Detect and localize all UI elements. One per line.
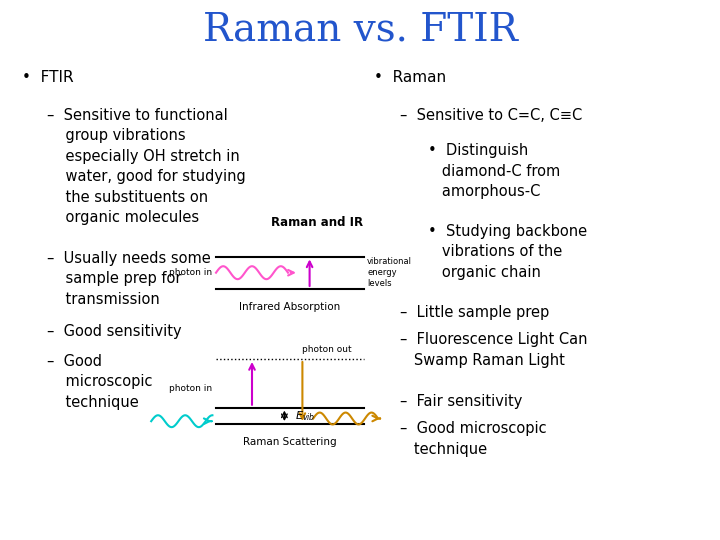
Text: –  Fluorescence Light Can
   Swamp Raman Light: – Fluorescence Light Can Swamp Raman Lig… — [400, 332, 587, 368]
Text: –  Usually needs some
    sample prep for
    transmission: – Usually needs some sample prep for tra… — [47, 251, 210, 307]
Text: Raman vs. FTIR: Raman vs. FTIR — [202, 11, 518, 48]
Text: •  FTIR: • FTIR — [22, 70, 73, 85]
Text: •  Raman: • Raman — [374, 70, 446, 85]
Text: –  Fair sensitivity: – Fair sensitivity — [400, 394, 522, 409]
Text: –  Good
    microscopic
    technique: – Good microscopic technique — [47, 354, 153, 409]
Text: •  Distinguish
   diamond-C from
   amorphous-C: • Distinguish diamond-C from amorphous-C — [428, 143, 561, 199]
Text: –  Sensitive to C=C, C≡C: – Sensitive to C=C, C≡C — [400, 108, 582, 123]
Text: photon in: photon in — [169, 384, 212, 393]
Text: •  Studying backbone
   vibrations of the
   organic chain: • Studying backbone vibrations of the or… — [428, 224, 588, 280]
Text: Raman and IR: Raman and IR — [271, 217, 363, 230]
Text: $E_{vib}$: $E_{vib}$ — [295, 409, 315, 423]
Text: vibrational
energy
levels: vibrational energy levels — [367, 257, 412, 288]
Text: photon in: photon in — [169, 268, 212, 277]
Text: Infrared Absorption: Infrared Absorption — [239, 302, 341, 313]
Text: –  Good microscopic
   technique: – Good microscopic technique — [400, 421, 546, 457]
Text: photon out: photon out — [302, 345, 352, 354]
Text: Raman Scattering: Raman Scattering — [243, 437, 337, 448]
Text: –  Sensitive to functional
    group vibrations
    especially OH stretch in
   : – Sensitive to functional group vibratio… — [47, 108, 246, 225]
Text: –  Little sample prep: – Little sample prep — [400, 305, 549, 320]
Text: –  Good sensitivity: – Good sensitivity — [47, 324, 181, 339]
